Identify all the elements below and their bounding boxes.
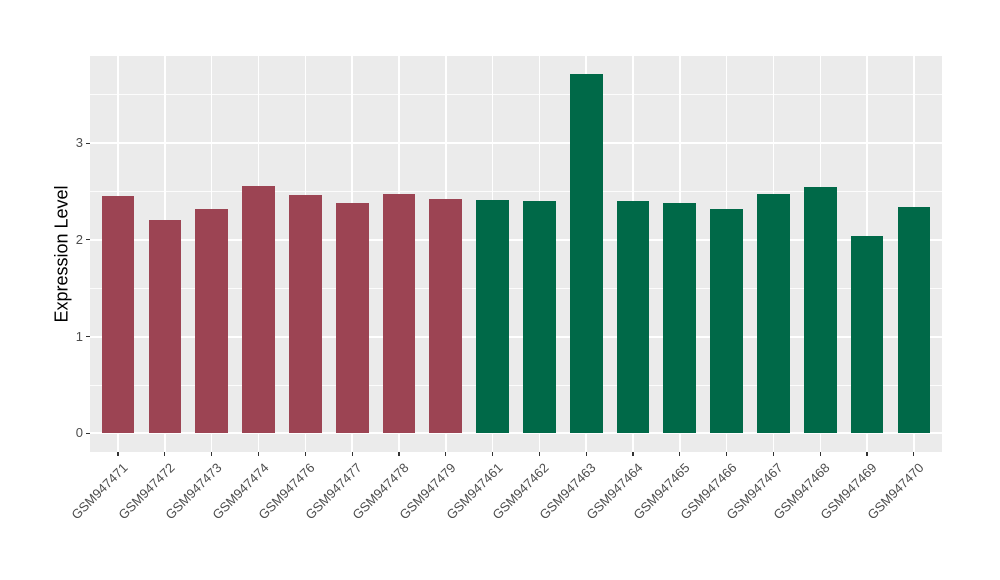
x-tick-mark-GSM947471 <box>117 452 119 456</box>
x-tick-mark-GSM947472 <box>164 452 166 456</box>
gridline-minor-y-0.5 <box>90 384 942 386</box>
gridline-minor-y-2.5 <box>90 191 942 193</box>
x-tick-mark-GSM947479 <box>445 452 447 456</box>
gridline-major-y-3 <box>90 142 942 145</box>
bar-GSM947474 <box>242 185 275 434</box>
x-tick-mark-GSM947461 <box>491 452 494 456</box>
bar-GSM947464 <box>616 201 650 434</box>
x-tick-mark-GSM947466 <box>726 452 728 456</box>
x-tick-mark-GSM947467 <box>772 452 775 456</box>
bar-GSM947479 <box>429 199 463 434</box>
y-tick-label-0: 0 <box>75 425 83 441</box>
bar-GSM947473 <box>195 208 229 434</box>
bar-GSM947467 <box>757 194 790 434</box>
bar-GSM947466 <box>710 208 744 434</box>
bar-GSM947463 <box>569 74 603 434</box>
bar-GSM947469 <box>850 236 884 434</box>
bar-GSM947478 <box>382 194 416 434</box>
x-tick-mark-GSM947476 <box>304 452 306 456</box>
y-tick-mark-0 <box>86 432 90 434</box>
bar-GSM947472 <box>148 219 182 434</box>
y-tick-mark-2 <box>86 239 90 241</box>
x-tick-mark-GSM947477 <box>351 452 353 456</box>
y-axis-title-text: Expression Level <box>51 185 72 323</box>
y-tick-label-3: 3 <box>75 135 83 151</box>
plot-panel <box>90 56 942 452</box>
x-tick-mark-GSM947463 <box>585 452 587 456</box>
x-tick-mark-GSM947473 <box>211 452 213 456</box>
y-tick-mark-1 <box>86 336 90 338</box>
x-tick-mark-GSM947462 <box>538 452 540 456</box>
bar-GSM947461 <box>476 200 509 434</box>
gridline-minor-y-3.5 <box>90 94 942 96</box>
x-tick-mark-GSM947464 <box>632 452 634 456</box>
bar-GSM947476 <box>288 195 322 434</box>
x-tick-mark-GSM947468 <box>819 452 821 456</box>
bar-GSM947462 <box>523 201 556 434</box>
bar-GSM947477 <box>335 203 369 434</box>
x-tick-mark-GSM947470 <box>913 452 915 456</box>
x-tick-mark-GSM947478 <box>398 452 400 456</box>
x-tick-mark-GSM947474 <box>257 452 260 456</box>
bar-GSM947470 <box>897 207 931 434</box>
gridline-major-y-1 <box>90 335 942 338</box>
gridline-major-y-0 <box>90 432 942 435</box>
gridline-minor-y-1.5 <box>90 287 942 289</box>
y-tick-mark-3 <box>86 142 90 144</box>
y-tick-label-2: 2 <box>75 231 83 247</box>
bar-GSM947471 <box>101 196 135 434</box>
x-tick-mark-GSM947469 <box>866 452 868 456</box>
x-tick-mark-GSM947465 <box>679 452 681 456</box>
y-tick-label-1: 1 <box>75 328 83 344</box>
bar-GSM947468 <box>803 186 837 434</box>
gridline-major-y-2 <box>90 238 942 241</box>
bar-GSM947465 <box>663 203 697 434</box>
